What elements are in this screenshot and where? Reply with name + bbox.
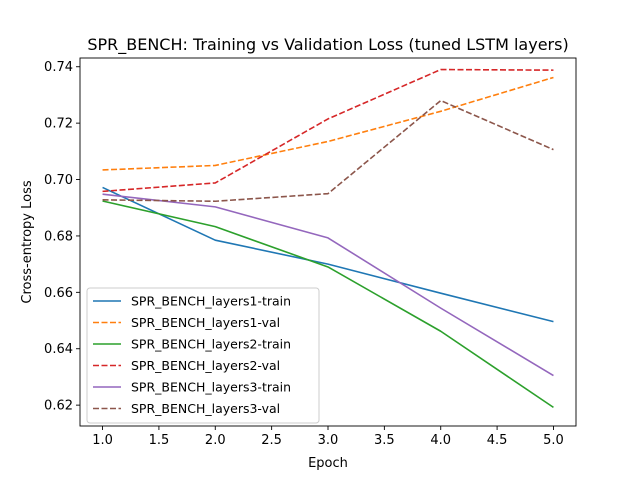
y-tick-label-3: 0.66 (44, 286, 73, 301)
x-tick-label-8: 4.5 (487, 433, 508, 448)
legend-label-5: SPR_BENCH_layers3-train (131, 380, 291, 395)
series-line-1 (102, 186, 554, 323)
y-axis-label: Cross-entropy Loss (20, 180, 35, 303)
series-line-6 (102, 99, 554, 203)
y-tick-label-6: 0.72 (44, 117, 73, 132)
x-tick-label-1: 1.0 (92, 433, 113, 448)
legend-label-1: SPR_BENCH_layers1-train (131, 294, 291, 309)
x-tick-label-9: 5.0 (543, 433, 564, 448)
legend-label-6: SPR_BENCH_layers3-val (131, 401, 280, 416)
y-tick-label-5: 0.70 (44, 173, 73, 188)
x-tick-label-5: 3.0 (318, 433, 339, 448)
chart-title: SPR_BENCH: Training vs Validation Loss (… (87, 35, 568, 55)
y-tick-label-1: 0.62 (44, 399, 73, 414)
x-tick-label-6: 3.5 (374, 433, 395, 448)
y-tick-label-7: 0.74 (44, 60, 73, 75)
legend-label-3: SPR_BENCH_layers2-train (131, 337, 291, 352)
y-tick-label-2: 0.64 (44, 342, 73, 357)
legend-label-2: SPR_BENCH_layers1-val (131, 315, 280, 330)
series-line-5 (102, 193, 554, 377)
x-tick-label-3: 2.0 (205, 433, 226, 448)
series-line-4 (102, 68, 554, 193)
series-layer (102, 68, 554, 409)
y-tick-label-4: 0.68 (44, 229, 73, 244)
legend-box (86, 287, 320, 424)
series-line-2 (102, 76, 554, 171)
x-tick-label-2: 1.5 (149, 433, 170, 448)
x-tick-label-7: 4.0 (430, 433, 451, 448)
axes-layer: 1.0 1.5 2.0 2.5 3.0 3.5 4.0 4.5 5.0 0.62 0.64 0.66 0… (44, 57, 577, 448)
legend: SPR_BENCH_layers1-train SPR_BENCH_layers1… (86, 287, 320, 424)
x-axis-label: Epoch (308, 456, 348, 471)
series-line-3 (102, 200, 554, 409)
legend-label-4: SPR_BENCH_layers2-val (131, 358, 280, 373)
x-tick-label-4: 2.5 (261, 433, 282, 448)
